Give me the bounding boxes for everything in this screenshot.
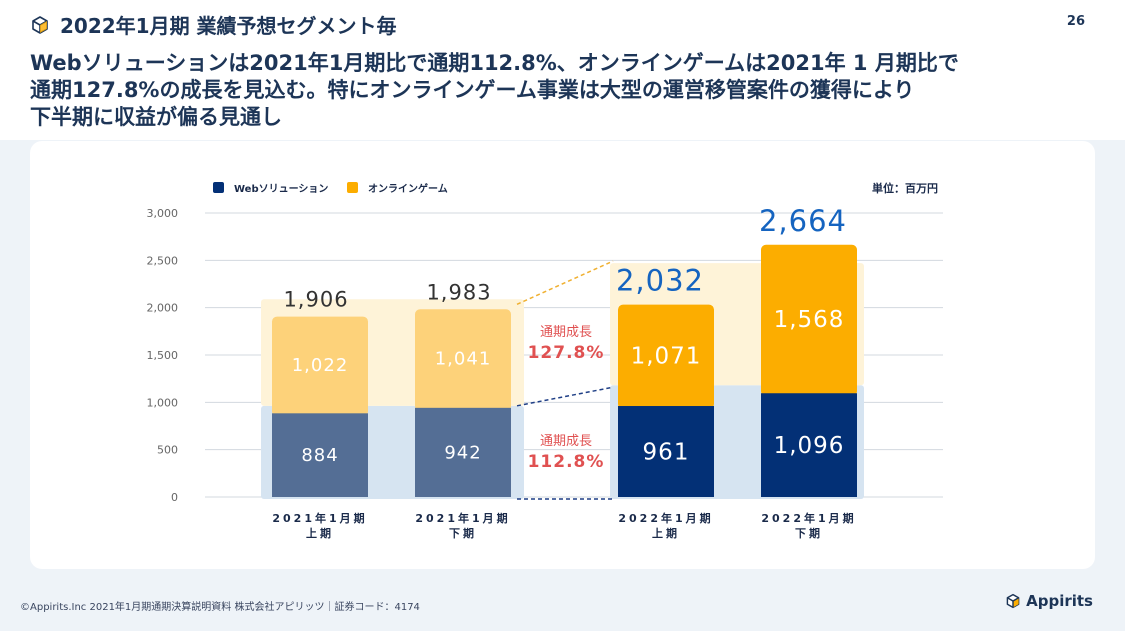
bar-online-game — [272, 316, 368, 417]
legend-label-game: オンラインゲーム — [368, 182, 448, 195]
data-label-web: 961 — [643, 440, 690, 466]
cube-icon — [32, 15, 48, 34]
legend-swatch-game — [347, 182, 358, 193]
data-label-web: 884 — [301, 445, 338, 466]
data-label-game: 1,041 — [435, 349, 492, 370]
unit-label: 単位：百万円 — [872, 181, 938, 195]
headline-line: Webソリューションは2021年1月期比で通期112.8%、オンラインゲームは2… — [30, 51, 959, 75]
header: 2022年1月期 業績予想セグメント毎 26 Webソリューションは2021年1… — [0, 0, 1125, 140]
y-tick-label: 0 — [171, 491, 178, 504]
headline: Webソリューションは2021年1月期比で通期112.8%、オンラインゲームは2… — [30, 50, 1100, 131]
y-tick-label: 2,000 — [147, 302, 179, 315]
page-title: 2022年1月期 業績予想セグメント毎 — [60, 14, 397, 38]
bar-web-solution — [618, 406, 714, 497]
data-label-web: 942 — [444, 442, 481, 463]
web-growth-connector — [516, 386, 614, 407]
title-row: 2022年1月期 業績予想セグメント毎 — [30, 10, 397, 39]
chart-panel: 3,000 2,500 2,000 1,500 1,000 500 0 884 1,022 1,9… — [30, 141, 1095, 569]
total-label: 2,664 — [759, 204, 847, 238]
footer-text: ©Appirits.Inc 2021年1月期通期決算説明資料 株式会社アピリッツ… — [20, 602, 420, 613]
legend-label-web: Webソリューション — [234, 183, 328, 195]
x-tick-label: 上期 — [306, 526, 334, 540]
total-label: 2,032 — [616, 264, 704, 298]
y-tick-label: 1,000 — [147, 396, 179, 409]
legend-swatch-web — [213, 182, 224, 193]
headline-line: 通期127.8%の成長を見込む。特にオンラインゲーム事業は大型の運営移管案件の獲… — [30, 78, 915, 102]
bar-online-game — [415, 309, 511, 411]
logo-cube-icon — [1006, 593, 1020, 609]
bar-online-game — [761, 244, 857, 397]
data-label-web: 1,096 — [774, 433, 845, 459]
page-number: 26 — [1066, 14, 1085, 29]
y-tick-label: 1,500 — [147, 349, 179, 362]
data-label-game: 1,568 — [774, 307, 845, 333]
bar-web-solution — [761, 393, 857, 497]
x-tick-label: 上期 — [652, 526, 680, 540]
data-label-game: 1,022 — [292, 355, 349, 376]
growth-value: 127.8% — [528, 343, 605, 363]
growth-label: 通期成長 — [540, 325, 592, 340]
y-tick-label: 500 — [157, 444, 178, 457]
x-tick-label: 2021年1月期 — [415, 511, 510, 525]
total-label: 1,906 — [283, 288, 348, 312]
x-tick-label: 下期 — [795, 526, 823, 540]
y-tick-label: 3,000 — [147, 207, 179, 220]
total-label: 1,983 — [426, 280, 491, 304]
bar-web-solution — [272, 413, 368, 497]
y-tick-label: 2,500 — [147, 254, 179, 267]
headline-line: 下半期に収益が偏る見通し — [30, 105, 282, 129]
data-label-game: 1,071 — [631, 343, 702, 369]
x-tick-label: 2021年1月期 — [272, 511, 367, 525]
logo-text: Appirits — [1026, 592, 1093, 610]
game-growth-connector — [516, 260, 614, 305]
growth-label: 通期成長 — [540, 434, 592, 449]
segment-bar-chart: 3,000 2,500 2,000 1,500 1,000 500 0 884 1,022 1,9… — [147, 181, 943, 540]
x-tick-label: 下期 — [449, 526, 477, 540]
x-tick-label: 2022年1月期 — [761, 511, 856, 525]
x-tick-label: 2022年1月期 — [618, 511, 713, 525]
bar-web-solution — [415, 407, 511, 497]
company-logo: Appirits — [1005, 592, 1093, 610]
bar-online-game — [618, 304, 714, 410]
growth-value: 112.8% — [528, 452, 605, 472]
